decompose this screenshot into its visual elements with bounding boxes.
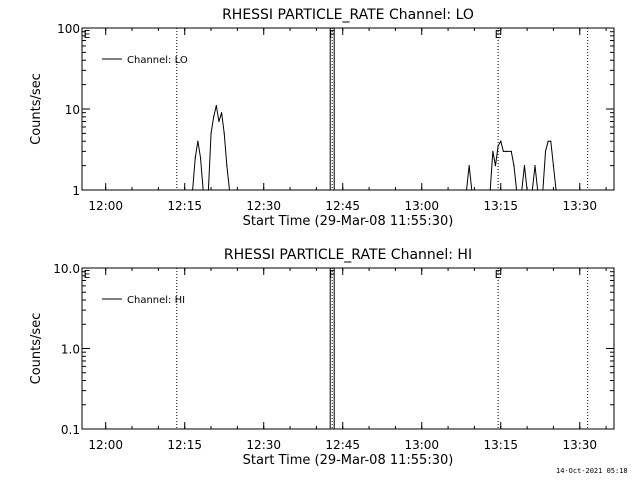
data-point [492,150,494,152]
time-marker-label: E [495,268,502,281]
x-tick-label: 12:45 [325,199,360,213]
data-point [226,165,228,167]
data-point [465,189,468,191]
y-tick-label: 0.1 [61,423,80,437]
data-point [202,189,204,191]
data-point [199,157,202,159]
data-point [534,165,536,167]
data-point [547,140,549,142]
y-axis-label: Counts/sec [29,313,44,385]
y-axis-label: Counts/sec [29,73,44,145]
data-point [513,165,515,167]
data-point [510,150,512,152]
data-point [531,189,533,191]
data-point [555,189,557,191]
time-marker-label: F [329,28,335,41]
plot-frame [81,267,615,430]
data-point [207,189,210,191]
x-tick-label: 13:00 [404,438,439,452]
data-point [552,165,555,167]
x-tick-label: 12:45 [325,438,360,452]
legend-label: Channel: HI [127,295,185,306]
y-tick-label: 10 [65,103,80,117]
data-point [500,140,502,142]
plot-frame [81,27,615,191]
data-point [468,165,470,167]
data-point [489,189,491,191]
data-point [542,189,544,191]
x-tick-label: 13:15 [483,438,518,452]
x-tick-label: 13:00 [404,199,439,213]
x-tick-label: 12:15 [167,438,202,452]
chart-title: RHESSI PARTICLE_RATE Channel: HI [224,247,472,263]
time-marker-label: F [329,268,335,281]
x-tick-label: 12:00 [88,199,123,213]
data-point [521,189,523,191]
time-marker-label: E [495,28,502,41]
data-point [502,150,504,152]
y-tick-label: 1.0 [61,343,80,357]
footer-timestamp: 14-Oct-2021 05:18 [556,467,628,475]
legend-label: Channel: LO [127,55,188,66]
x-tick-label: 13:30 [562,199,597,213]
data-point [223,132,225,134]
y-tick-label: 10.0 [53,262,80,276]
data-point [523,165,526,167]
x-tick-label: 12:30 [246,438,281,452]
data-point [220,112,223,114]
data-point [497,145,499,147]
series-line [192,105,557,190]
x-tick-label: 13:15 [483,199,518,213]
data-point [194,157,196,159]
chart-title: RHESSI PARTICLE_RATE Channel: LO [222,7,474,23]
data-point [210,132,212,134]
edge-marker-label: E [84,28,91,41]
data-point [537,189,539,191]
data-point [213,116,215,118]
data-point [544,150,547,152]
x-tick-label: 13:30 [562,438,597,452]
data-point [526,189,528,191]
x-axis-label: Start Time (29-Mar-08 11:55:30) [243,214,454,229]
data-point [197,140,199,142]
x-tick-label: 12:15 [167,199,202,213]
y-tick-label: 100 [57,22,80,36]
data-point [550,140,552,142]
data-point [471,189,473,191]
y-tick-label: 1 [72,184,80,198]
x-tick-label: 12:00 [88,438,123,452]
x-tick-label: 12:30 [246,199,281,213]
data-point [228,189,231,191]
data-point [192,189,194,191]
data-point [218,120,220,123]
x-axis-label: Start Time (29-Mar-08 11:55:30) [243,453,454,468]
data-point [515,189,518,191]
data-point [215,105,217,107]
data-point [494,165,497,167]
data-point [505,150,507,152]
edge-marker-label: E [84,268,91,281]
